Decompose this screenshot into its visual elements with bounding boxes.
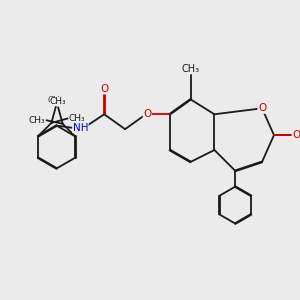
Text: CH₃: CH₃: [29, 116, 45, 125]
Text: CH₃: CH₃: [50, 97, 67, 106]
Text: O: O: [143, 109, 152, 119]
Text: O: O: [100, 84, 108, 94]
Text: NH: NH: [73, 123, 88, 133]
Text: CH₃: CH₃: [48, 96, 64, 105]
Text: O: O: [292, 130, 300, 140]
Text: CH₃: CH₃: [69, 114, 85, 123]
Text: CH₃: CH₃: [182, 64, 200, 74]
Text: O: O: [258, 103, 266, 113]
